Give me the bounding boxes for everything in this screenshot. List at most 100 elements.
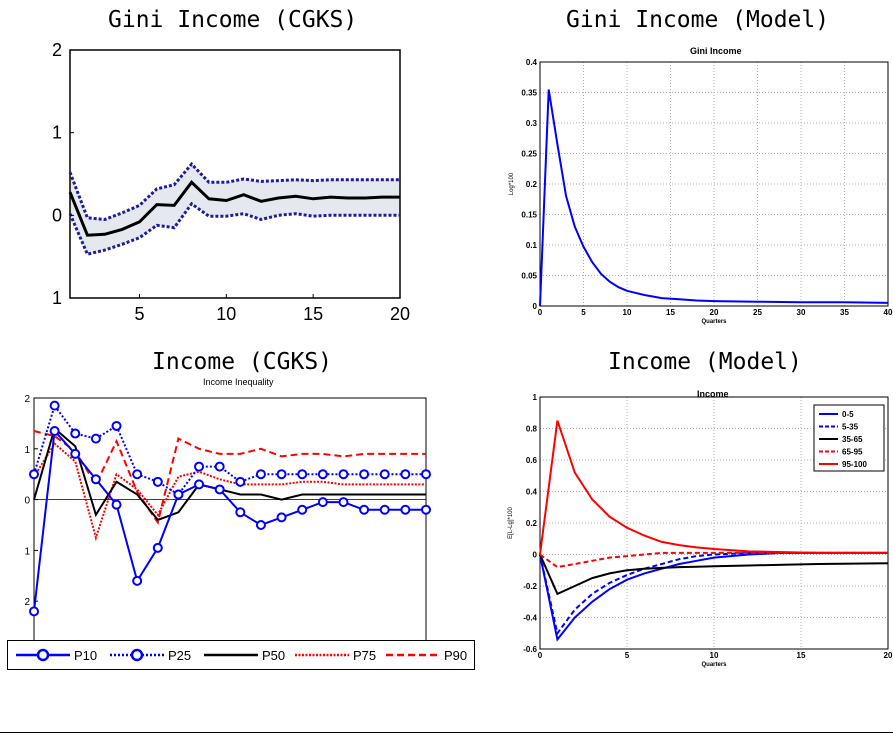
y-tick-label: -0.2	[523, 582, 537, 591]
series-p25-marker	[235, 476, 246, 487]
series-p10-marker	[173, 489, 184, 500]
series-p25-marker	[255, 469, 266, 480]
y-axis-label: E[L-Lg]*100	[508, 506, 514, 538]
y-tick-label: 0.2	[526, 519, 538, 528]
series-p10-marker	[400, 504, 411, 515]
x-tick-label: 30	[797, 308, 806, 317]
series-p10-marker	[379, 504, 390, 515]
series-p25-marker	[111, 420, 122, 431]
series-p10-marker	[214, 484, 225, 495]
x-tick-label: 5	[581, 308, 586, 317]
x-tick-label: 25	[753, 308, 762, 317]
y-tick-label: 0.6	[526, 456, 538, 465]
series-p10-marker	[421, 504, 431, 515]
series-95-100-line	[539, 420, 888, 555]
series-p10-marker	[255, 520, 266, 530]
series-p25-marker	[29, 469, 39, 480]
series-p10-marker	[235, 507, 246, 518]
series-p10-marker	[132, 575, 143, 586]
x-tick-label: 5	[134, 304, 144, 324]
series-p25-marker	[338, 469, 349, 480]
x-tick-label: 10	[710, 651, 719, 660]
series-p10-marker	[297, 504, 308, 515]
legend-label: 95-100	[842, 460, 867, 469]
legend-label-p50: P50	[262, 648, 285, 663]
series-p25-marker	[317, 469, 328, 480]
subtitle-income-cgks: Income Inequality	[203, 377, 274, 387]
series-p10-marker	[111, 499, 122, 510]
x-tick-label: 35	[840, 308, 849, 317]
legend-marker-p25	[130, 648, 144, 662]
series-p25-marker	[214, 461, 225, 472]
legend-label: 35-65	[842, 435, 863, 444]
y-tick-label: 0.05	[521, 272, 537, 281]
x-tick-label: 15	[797, 651, 806, 660]
y-tick-label: 0.35	[521, 89, 537, 98]
series-p50-line	[33, 426, 426, 522]
y-tick-label: 0.1	[526, 241, 538, 250]
series-p25-marker	[359, 469, 370, 480]
series-p10-marker	[152, 542, 163, 553]
lower-band-line	[68, 201, 400, 256]
legend-label-p75: P75	[353, 648, 376, 663]
series-p25-marker	[90, 433, 101, 444]
x-tick-label: 10	[623, 308, 632, 317]
title-income-model: Income (Model)	[608, 349, 802, 375]
legend-label-p25: P25	[168, 648, 191, 663]
legend-label: 65-95	[842, 448, 863, 457]
series-p25-marker	[70, 428, 81, 439]
y-tick-label: 1	[533, 393, 538, 402]
y-tick-label: 0	[533, 551, 538, 560]
y-tick-label: 1	[24, 445, 30, 456]
series-p25-marker	[49, 400, 60, 411]
legend-label: 0-5	[842, 410, 854, 419]
y-tick-label: 0.4	[526, 58, 538, 67]
y-tick-label: -0.6	[523, 645, 537, 654]
y-tick-label: 0.4	[526, 488, 538, 497]
series-p75-line	[33, 442, 426, 542]
title-income-cgks: Income (CGKS)	[152, 349, 333, 375]
series-p10-marker	[194, 479, 205, 490]
y-tick-label: 0	[24, 496, 30, 507]
y-tick-label: 0.3	[526, 119, 538, 128]
x-tick-label: 20	[390, 304, 410, 324]
x-tick-label: 10	[216, 304, 236, 324]
subtitle-gini-model: Gini Income	[690, 46, 742, 56]
x-axis-label: Quarters	[701, 319, 727, 325]
series-p10-marker	[317, 497, 328, 508]
y-tick-label: 0.2	[526, 180, 538, 189]
y-tick-label: 0.15	[521, 211, 537, 220]
series-p25-marker	[379, 469, 390, 480]
series-p10-marker	[276, 512, 287, 523]
y-tick-label: 0	[533, 302, 538, 311]
x-tick-label: 20	[710, 308, 719, 317]
y-tick-label: 2	[52, 40, 62, 60]
y-tick-label: 2	[24, 394, 30, 405]
series-35-65-line	[539, 554, 889, 596]
series-p25-marker	[152, 476, 163, 487]
y-tick-label: 1	[52, 123, 62, 143]
y-tick-label: 1	[24, 546, 30, 557]
series-p25-marker	[297, 469, 308, 480]
bottom-legend: P10 P25 P50 P75 P90	[7, 640, 475, 670]
x-tick-label: 20	[884, 651, 893, 660]
series-p25-marker	[194, 461, 205, 472]
x-axis-label: Quarters	[701, 662, 727, 668]
upper-band-line	[68, 161, 400, 222]
legend-label-p10: P10	[74, 648, 97, 663]
y-tick-label: -0.4	[523, 614, 537, 623]
x-tick-label: 40	[884, 308, 893, 317]
series-p25-marker	[400, 469, 411, 480]
plot-frame	[539, 396, 889, 650]
plot-frame	[539, 61, 889, 307]
series-p10-marker	[359, 504, 370, 515]
x-tick-label: 5	[625, 651, 630, 660]
legend-marker-p10	[36, 648, 50, 662]
gini-point-estimate-line	[68, 180, 400, 237]
title-gini-cgks: Gini Income (CGKS)	[108, 7, 358, 33]
y-tick-label: 0.8	[526, 425, 538, 434]
gini-model-line	[539, 89, 889, 307]
y-tick-label: 1	[52, 288, 62, 308]
